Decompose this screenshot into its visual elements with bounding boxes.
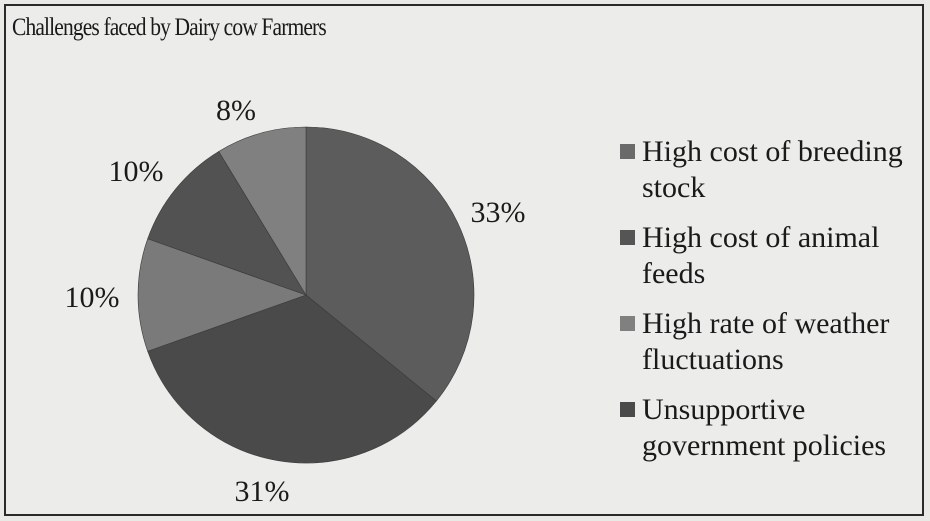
legend-item: Unsupportive government policies — [618, 392, 918, 464]
legend-swatch — [620, 144, 635, 159]
legend-label: High rate of weather fluctuations — [642, 307, 890, 376]
pie-slice — [147, 151, 307, 296]
pie-slice — [305, 126, 475, 402]
pie-slice — [147, 294, 437, 464]
slice-percent-label: 10% — [65, 281, 120, 314]
slice-percent-label: 8% — [216, 94, 256, 127]
slice-percent-label: 31% — [235, 475, 290, 508]
chart-title: Challenges faced by Dairy cow Farmers — [12, 14, 327, 41]
pie-slice — [218, 126, 307, 297]
legend: High cost of breeding stock High cost of … — [618, 134, 918, 478]
legend-label: High cost of breeding stock — [642, 135, 903, 204]
pie-slice — [137, 238, 307, 352]
legend-item: High cost of animal feeds — [618, 220, 918, 292]
slice-percent-label: 10% — [109, 155, 164, 188]
legend-swatch — [620, 230, 635, 245]
legend-label: Unsupportive government policies — [642, 393, 887, 462]
legend-label: High cost of animal feeds — [642, 221, 880, 290]
slice-percent-label: 33% — [471, 196, 526, 229]
legend-item: High cost of breeding stock — [618, 134, 918, 206]
legend-item: High rate of weather fluctuations — [618, 306, 918, 378]
legend-swatch — [620, 402, 635, 417]
legend-swatch — [620, 316, 635, 331]
